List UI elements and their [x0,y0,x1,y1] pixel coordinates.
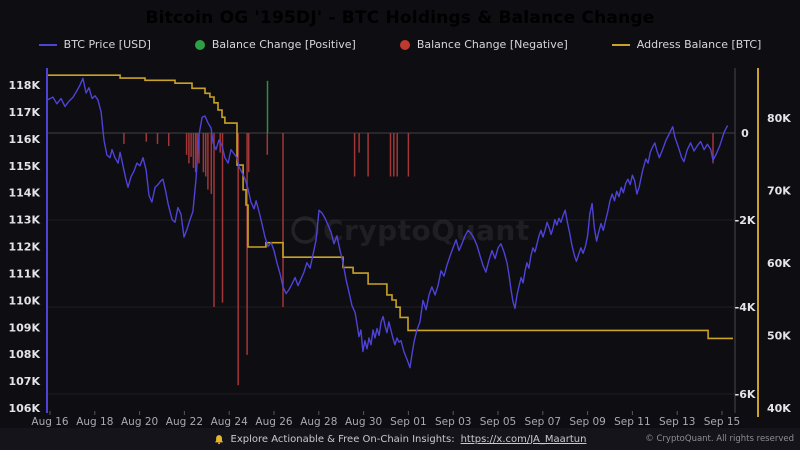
legend-label: BTC Price [USD] [63,38,151,51]
svg-text:108K: 108K [9,348,41,361]
btc-price-swatch-icon [38,43,57,46]
svg-text:0: 0 [741,127,749,140]
address-balance-line [47,74,733,340]
address-balance-swatch-icon [611,43,630,46]
chart-legend: BTC Price [USD] Balance Change [Positive… [0,38,800,51]
legend-label: Balance Change [Negative] [416,38,568,51]
promo-link[interactable]: https://x.com/JA_Maartun [460,433,587,445]
svg-text:Sep 03: Sep 03 [435,416,472,428]
price-axis-labels: 118K 117K 116K 115K 114K 113K 112K 111K 110K 109K… [9,79,41,415]
svg-text:114K: 114K [9,187,41,200]
svg-text:Sep 13: Sep 13 [659,416,696,428]
legend-item-balance-change-positive[interactable]: Balance Change [Positive] [194,38,356,51]
promo-banner: Explore Actionable & Free On-Chain Insig… [214,433,587,445]
svg-text:Sep 05: Sep 05 [480,416,517,428]
balance-change-negative-swatch-icon [399,39,410,50]
watermark: CryptoQuant [291,214,530,247]
svg-text:118K: 118K [9,79,41,92]
svg-text:112K: 112K [9,241,41,254]
svg-text:Sep 07: Sep 07 [525,416,562,428]
svg-text:Aug 30: Aug 30 [345,416,382,428]
svg-text:-4K: -4K [735,301,756,314]
svg-text:Aug 28: Aug 28 [300,416,337,428]
axis-lines [46,68,759,417]
svg-text:Aug 22: Aug 22 [166,416,203,428]
svg-text:60K: 60K [767,257,791,270]
date-axis-labels: Aug 16 Aug 18 Aug 20 Aug 22 Aug 24 Aug 26 Aug … [31,411,740,428]
svg-text:50K: 50K [767,330,791,343]
svg-text:Sep 11: Sep 11 [614,416,651,428]
svg-text:Aug 18: Aug 18 [76,416,113,428]
svg-text:109K: 109K [9,321,41,334]
bell-icon [215,434,223,444]
svg-text:-2K: -2K [735,214,756,227]
negative-bars [123,133,714,386]
legend-label: Address Balance [BTC] [636,38,762,51]
svg-text:106K: 106K [9,402,41,415]
promo-text: Explore Actionable & Free On-Chain Insig… [230,433,455,445]
balance-change-positive-swatch-icon [194,39,205,50]
legend-item-balance-change-negative[interactable]: Balance Change [Negative] [399,38,568,51]
copyright-text: © CryptoQuant. All rights reserved [645,434,794,444]
legend-item-address-balance[interactable]: Address Balance [BTC] [611,38,762,51]
svg-text:113K: 113K [9,214,41,227]
svg-text:-6K: -6K [735,388,756,401]
svg-text:117K: 117K [9,106,41,119]
svg-text:Aug 26: Aug 26 [255,416,293,428]
svg-text:Aug 24: Aug 24 [211,416,249,428]
page-title: Bitcoin OG '195DJ' - BTC Holdings & Bala… [145,8,655,28]
svg-text:Aug 20: Aug 20 [121,416,158,428]
svg-text:40K: 40K [767,402,791,415]
legend-label: Balance Change [Positive] [211,38,356,51]
change-axis-labels: 0 -2K -4K -6K [735,127,756,401]
svg-text:Sep 09: Sep 09 [569,416,606,428]
legend-item-btc-price[interactable]: BTC Price [USD] [38,38,151,51]
svg-text:CryptoQuant: CryptoQuant [323,214,530,247]
svg-text:Sep 15: Sep 15 [704,416,741,428]
btc-price-line [47,77,729,369]
svg-text:116K: 116K [9,133,41,146]
svg-text:110K: 110K [9,294,41,307]
svg-text:107K: 107K [9,375,41,388]
svg-text:Sep 01: Sep 01 [390,416,427,428]
svg-text:80K: 80K [767,112,791,125]
svg-text:Aug 16: Aug 16 [31,416,69,428]
svg-text:111K: 111K [9,267,41,280]
svg-text:70K: 70K [767,185,791,198]
footer-bar: Explore Actionable & Free On-Chain Insig… [0,428,800,450]
svg-text:115K: 115K [9,160,41,173]
balance-axis-labels: 80K 70K 60K 50K 40K [767,112,791,415]
